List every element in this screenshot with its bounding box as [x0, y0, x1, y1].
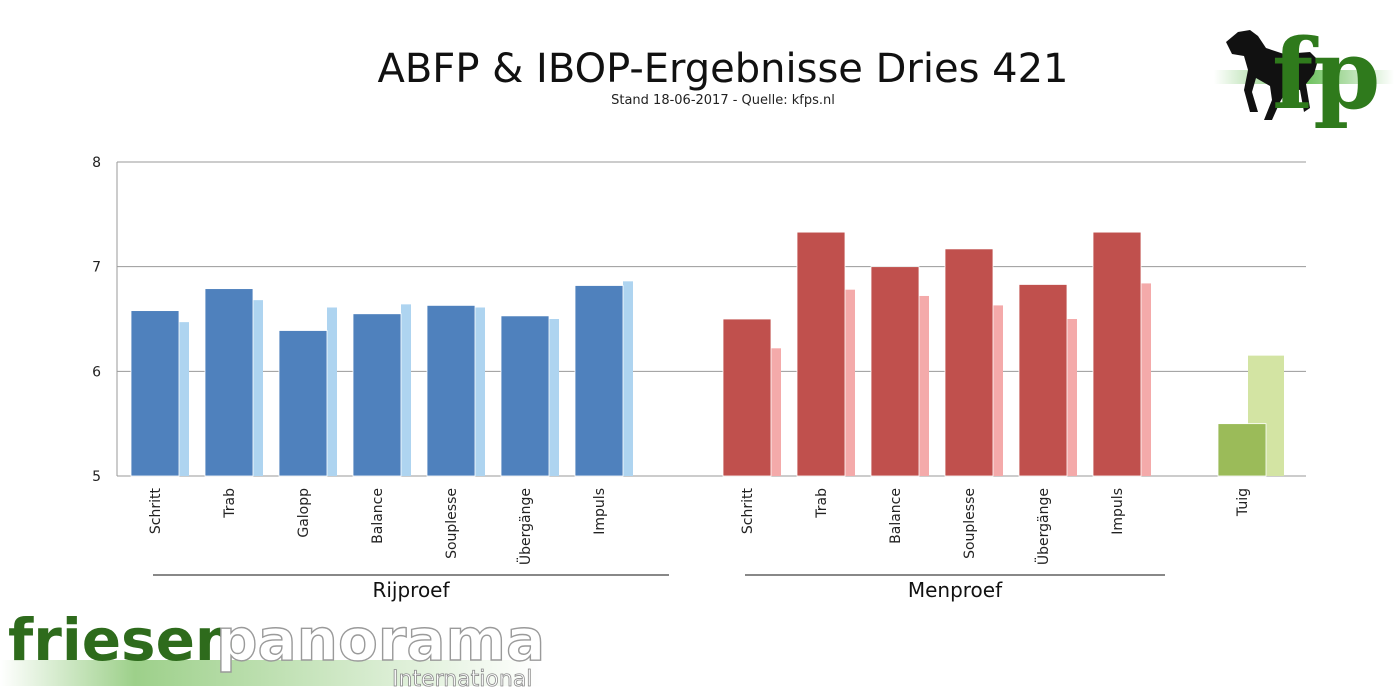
value-bar: [870, 266, 920, 477]
reference-bar: [845, 289, 855, 476]
x-tick-label: Tuig: [1235, 488, 1251, 517]
reference-bar: [549, 319, 559, 476]
kfp-letters: fp: [1272, 18, 1380, 130]
x-tick-label: Schritt: [148, 488, 164, 535]
value-bar: [426, 304, 476, 477]
x-tick-label: Balance: [888, 488, 904, 544]
reference-bar: [771, 348, 781, 476]
value-bar: [352, 313, 402, 477]
x-tick-label: Galopp: [296, 488, 312, 538]
value-bar: [204, 288, 254, 477]
x-tick-label: Trab: [222, 488, 238, 519]
reference-bar: [253, 300, 263, 476]
logo-swoosh: [0, 660, 540, 686]
x-tick-label: Impuls: [592, 488, 608, 535]
group-label: Rijproef: [372, 578, 450, 602]
chart-title: ABFP & IBOP-Ergebnisse Dries 421: [377, 46, 1069, 92]
chart-subtitle: Stand 18-06-2017 - Quelle: kfps.nl: [611, 93, 835, 108]
group-label: Menproef: [908, 578, 1003, 602]
x-tick-label: Balance: [370, 488, 386, 544]
value-bar: [1018, 284, 1068, 477]
reference-bar: [1067, 319, 1077, 476]
brand-friesen: friesen: [8, 606, 236, 674]
value-bar: [944, 248, 994, 477]
x-tick-label: Trab: [814, 488, 830, 519]
value-bar: [574, 285, 624, 477]
brand-international: International: [392, 667, 532, 692]
x-tick-label: Übergänge: [1034, 488, 1052, 565]
reference-bar: [475, 307, 485, 476]
y-tick-label: 8: [92, 155, 101, 171]
friesenpanorama-logo: friesen panorama International: [0, 605, 546, 692]
reference-bar: [401, 304, 411, 476]
reference-bar: [327, 307, 337, 476]
x-tick-label: Souplesse: [962, 488, 978, 559]
reference-bar: [993, 305, 1003, 476]
kfps-logo: fp: [1214, 18, 1394, 130]
reference-bar: [623, 281, 633, 476]
x-tick-label: Souplesse: [444, 488, 460, 559]
value-bar: [500, 315, 550, 477]
x-tick-label: Impuls: [1110, 488, 1126, 535]
value-bar: [1092, 231, 1142, 477]
y-tick-label: 5: [92, 469, 101, 485]
horse-icon: [1226, 30, 1318, 120]
y-tick-label: 6: [92, 364, 101, 380]
value-bar: [1217, 423, 1267, 477]
value-bar: [130, 310, 180, 477]
value-bar: [278, 330, 328, 477]
reference-bar: [919, 295, 929, 476]
x-tick-label: Schritt: [740, 488, 756, 535]
value-bar: [722, 318, 772, 477]
reference-bar: [179, 322, 189, 476]
brand-panorama: panorama: [216, 606, 545, 674]
y-tick-label: 7: [92, 260, 101, 276]
value-bar: [796, 231, 846, 477]
reference-bar: [1141, 283, 1151, 476]
x-tick-label: Übergänge: [516, 488, 534, 565]
